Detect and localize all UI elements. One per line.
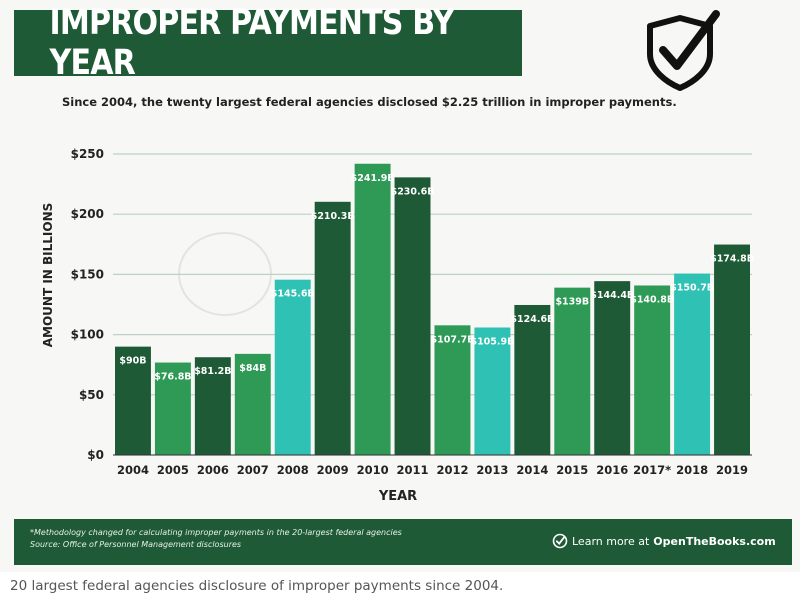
learn-more-link[interactable]: Learn more at OpenTheBooks.com (552, 533, 776, 549)
bar (394, 177, 431, 455)
bar (554, 287, 591, 455)
footer-band (14, 519, 792, 565)
bar (115, 346, 151, 455)
x-tick-label: 2009 (317, 463, 349, 477)
data-label: $107.7B (431, 334, 475, 345)
data-label: $145.6B (271, 289, 315, 300)
x-tick-label: 2011 (397, 463, 429, 477)
data-label: $230.6B (391, 186, 435, 197)
y-tick-label: $150 (71, 267, 104, 281)
y-tick-label: $50 (79, 388, 104, 402)
x-tick-label: 2010 (357, 463, 389, 477)
x-tick-label: 2017* (633, 463, 671, 477)
learn-more-site: OpenTheBooks.com (653, 534, 776, 548)
bar (594, 281, 631, 455)
image-caption: 20 largest federal agencies disclosure o… (10, 578, 504, 594)
data-label: $90B (119, 356, 146, 367)
bar (274, 279, 311, 455)
x-tick-label: 2005 (157, 463, 189, 477)
data-label: $139B (555, 297, 589, 308)
data-label: $81.2B (194, 366, 231, 377)
bar (474, 327, 511, 455)
bar (634, 285, 671, 455)
bar (354, 163, 391, 456)
x-tick-label: 2018 (676, 463, 708, 477)
subtitle: Since 2004, the twenty largest federal a… (62, 95, 677, 109)
y-tick-label: $250 (71, 147, 104, 161)
x-tick-label: 2019 (716, 463, 748, 477)
data-label: $210.3B (311, 211, 355, 222)
x-tick-label: 2004 (117, 463, 149, 477)
x-tick-label: 2012 (436, 463, 468, 477)
bar (314, 201, 351, 455)
x-tick-label: 2016 (596, 463, 628, 477)
y-tick-label: $100 (71, 328, 104, 342)
bar (674, 273, 711, 455)
data-label: $84B (239, 363, 266, 374)
bar (434, 325, 471, 455)
bar-chart: $0 $50 $100 $150 $200 $250 AMOUNT IN BILLIONS $… (41, 147, 754, 504)
y-tick-label: $0 (87, 448, 104, 462)
x-tick-label: 2013 (476, 463, 508, 477)
data-label: $144.4B (590, 290, 634, 301)
learn-more-prefix: Learn more at (572, 534, 650, 548)
data-label: $174.8B (710, 254, 754, 265)
bar (194, 357, 231, 455)
x-axis-label: YEAR (378, 489, 417, 504)
y-axis-label: AMOUNT IN BILLIONS (41, 203, 55, 348)
data-label: $124.6B (510, 314, 554, 325)
bar (154, 362, 191, 455)
data-label: $140.8B (630, 294, 674, 305)
bar (514, 304, 551, 455)
x-tick-label: 2006 (197, 463, 229, 477)
title-band: IMPROPER PAYMENTS BY YEAR (14, 3, 522, 83)
check-circle-icon (552, 533, 568, 549)
shield-check-icon (647, 10, 720, 91)
x-tick-label: 2008 (277, 463, 309, 477)
x-tick-label: 2015 (556, 463, 588, 477)
y-tick-label: $200 (71, 207, 104, 221)
methodology-note: *Methodology changed for calculating imp… (30, 528, 402, 537)
bar (234, 353, 271, 455)
data-label: $76.8B (154, 372, 191, 383)
data-label: $105.9B (470, 336, 514, 347)
source-note: Source: Office of Personnel Management d… (30, 540, 242, 549)
page-title: IMPROPER PAYMENTS BY YEAR (49, 3, 455, 83)
footnote: *Methodology changed for calculating imp… (30, 527, 402, 551)
bar (714, 244, 750, 455)
data-label: $150.7B (670, 283, 714, 294)
x-tick-label: 2014 (516, 463, 548, 477)
data-label: $241.9B (351, 173, 395, 184)
x-tick-label: 2007 (237, 463, 269, 477)
